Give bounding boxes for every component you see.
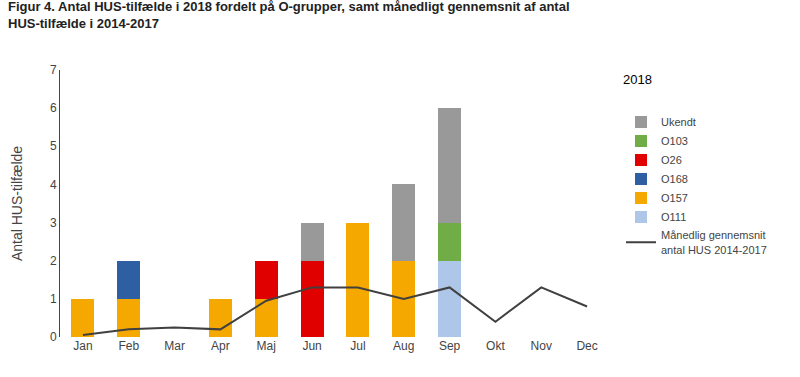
svg-text:1: 1 xyxy=(50,292,57,306)
svg-text:O26: O26 xyxy=(661,154,682,166)
svg-text:O103: O103 xyxy=(661,135,688,147)
svg-text:Figur 4. Antal HUS-tilfælde i: Figur 4. Antal HUS-tilfælde i 2018 forde… xyxy=(8,0,570,31)
svg-text:2018: 2018 xyxy=(623,72,652,87)
svg-text:O111: O111 xyxy=(661,211,686,223)
svg-text:Månedlig gennemsnitantal HUS 2: Månedlig gennemsnitantal HUS 2014-2017 xyxy=(661,229,767,255)
svg-text:7: 7 xyxy=(50,63,57,77)
svg-text:Dec: Dec xyxy=(576,339,597,353)
svg-text:Jun: Jun xyxy=(302,339,321,353)
svg-text:Aug: Aug xyxy=(393,339,414,353)
svg-text:4: 4 xyxy=(50,178,57,192)
svg-text:2: 2 xyxy=(50,254,57,268)
svg-text:Maj: Maj xyxy=(257,339,276,353)
svg-text:Jul: Jul xyxy=(350,339,365,353)
svg-text:Antal HUS-tilfælde: Antal HUS-tilfælde xyxy=(9,146,25,261)
svg-text:Ukendt: Ukendt xyxy=(661,116,696,128)
svg-text:Jan: Jan xyxy=(73,339,92,353)
svg-text:0: 0 xyxy=(50,330,57,344)
svg-text:Mar: Mar xyxy=(164,339,185,353)
svg-text:Apr: Apr xyxy=(211,339,230,353)
svg-text:Okt: Okt xyxy=(486,339,505,353)
svg-text:O157: O157 xyxy=(661,192,688,204)
svg-text:Nov: Nov xyxy=(531,339,552,353)
svg-text:Sep: Sep xyxy=(439,339,461,353)
svg-text:5: 5 xyxy=(50,139,57,153)
svg-text:O168: O168 xyxy=(661,173,688,185)
svg-text:Feb: Feb xyxy=(118,339,139,353)
svg-text:6: 6 xyxy=(50,101,57,115)
svg-text:3: 3 xyxy=(50,216,57,230)
